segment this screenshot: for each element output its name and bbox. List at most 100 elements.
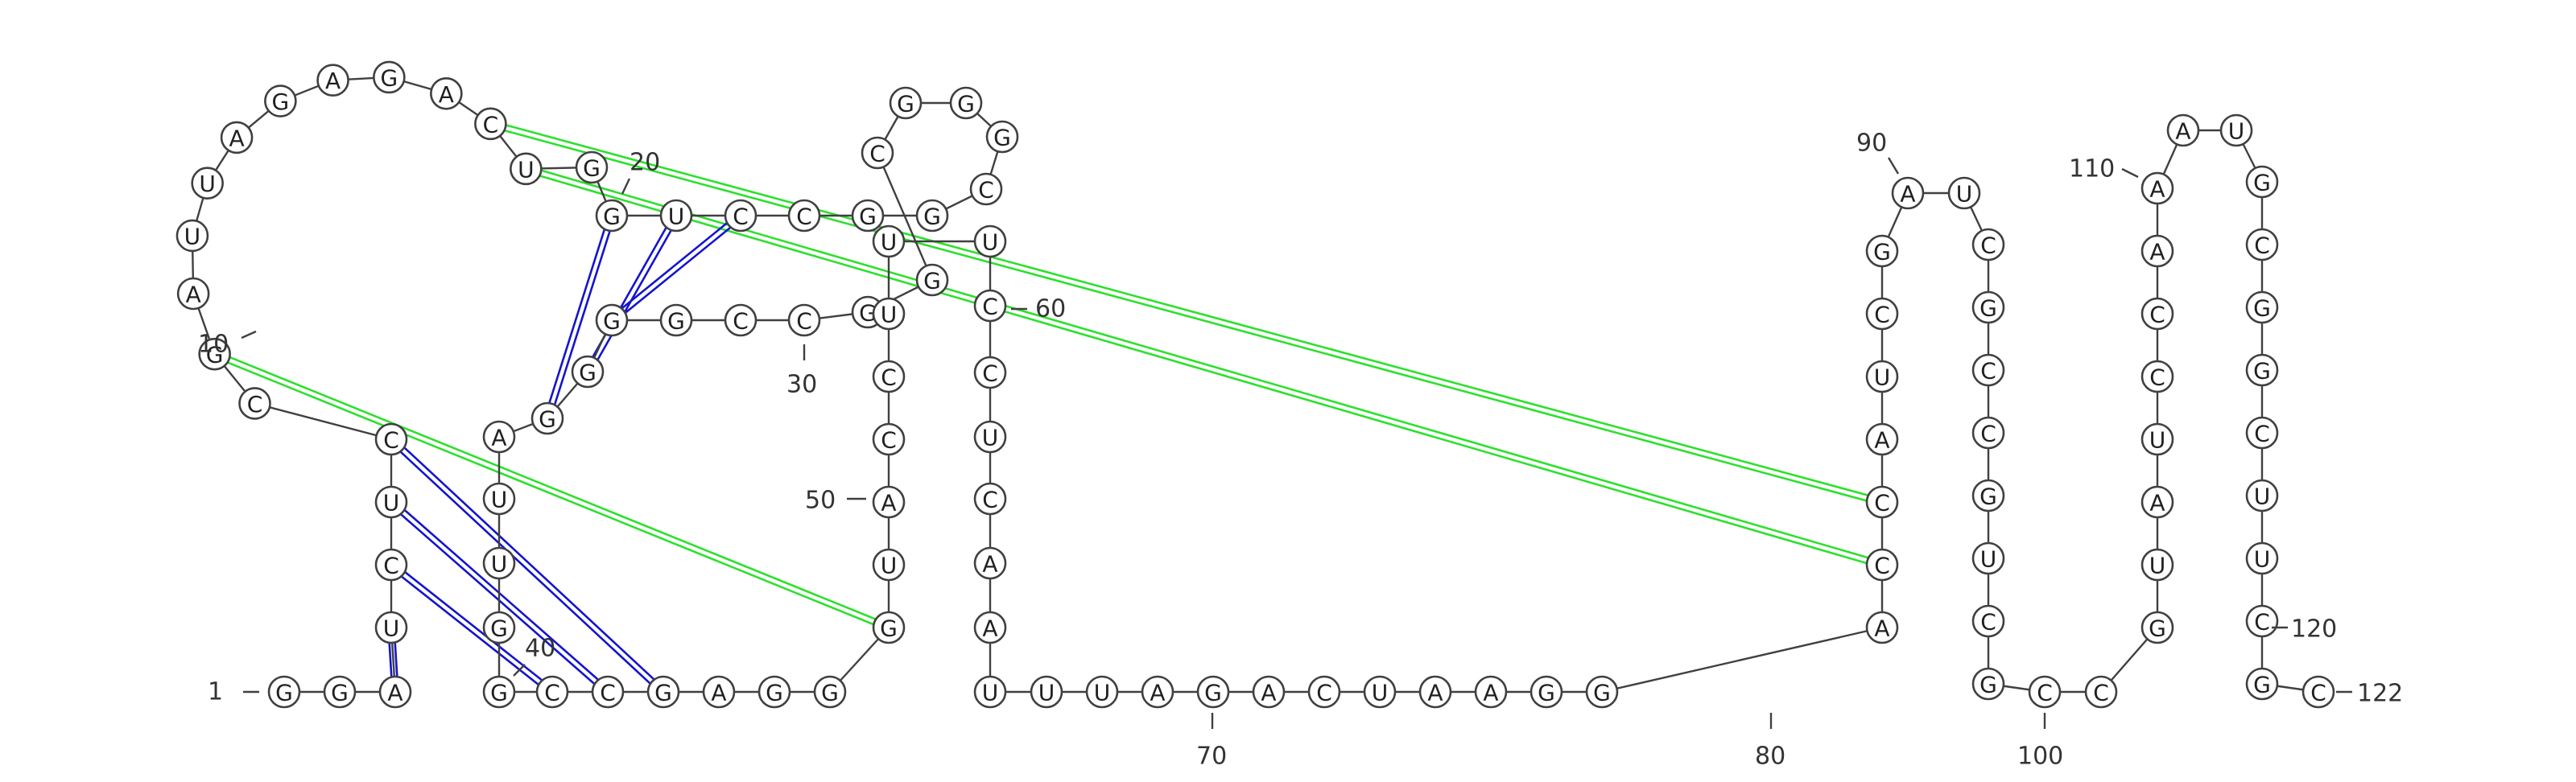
index-20: 20 (621, 149, 660, 195)
nucleotide-circle (373, 60, 406, 94)
nucleotide-circle (264, 84, 297, 117)
nucleotide-circle (2245, 228, 2279, 261)
nucleotide-circle (1030, 675, 1063, 709)
nucleotide-circle (374, 611, 408, 644)
nucleotide-letter: U (491, 551, 508, 578)
nucleotide-circle (220, 121, 254, 154)
nucleotide: C (374, 548, 408, 582)
base-pair-line (613, 216, 744, 323)
nucleotide: U (1030, 675, 1063, 709)
nucleotide-circle (374, 548, 408, 582)
nucleotide-circle (787, 303, 821, 337)
index-120-label: 120 (2291, 615, 2337, 644)
nucleotide-letter: U (1956, 181, 1973, 208)
nucleotide: G (323, 675, 357, 709)
nucleotide-circle (646, 675, 680, 709)
nucleotide-letter: G (603, 308, 621, 335)
nucleotide-circle (482, 482, 516, 516)
nucleotide-letter: G (490, 615, 508, 642)
nucleotide-letter: C (982, 360, 998, 387)
nucleotide-circle (1971, 228, 2005, 261)
index-100-label: 100 (2017, 743, 2063, 771)
nucleotide: G (571, 355, 605, 389)
nucleotide-letter: G (275, 680, 293, 706)
nucleotide: A (1474, 675, 1508, 709)
nucleotide: C (1971, 353, 2005, 387)
nucleotide-circle (659, 199, 693, 233)
nucleotide-circle (2140, 360, 2174, 393)
nucleotide: C (374, 422, 408, 456)
nucleotide: G (264, 84, 297, 117)
nucleotide: A (1252, 675, 1286, 709)
nucleotide: G (889, 86, 923, 120)
nucleotide: G (595, 303, 629, 337)
position-labels: 1 10 20 30 40 50 60 70 80 90 100 110 120… (198, 130, 2403, 771)
nucleotide-letter: G (1538, 680, 1555, 706)
nucleotide-letter: C (1874, 490, 1890, 517)
nucleotide-circle (1474, 675, 1508, 709)
nucleotide-circle (1971, 667, 2005, 701)
nucleotide: C (973, 482, 1007, 516)
nucleotide-circle (2245, 290, 2279, 324)
nucleotide: U (2245, 479, 2279, 512)
nucleotide: A (220, 121, 254, 154)
nucleotide-circle (872, 548, 906, 582)
nucleotide-letter: U (383, 490, 400, 517)
backbone-segment (1601, 626, 1883, 694)
nucleotide-letter: A (982, 615, 997, 642)
nucleotide-letter: G (206, 342, 224, 368)
nucleotide: A (1865, 611, 1899, 644)
nucleotide: G (1971, 479, 2005, 512)
nucleotide-circle (474, 107, 507, 141)
nucleotide-letter: A (1483, 680, 1498, 706)
nucleotide: G (949, 86, 983, 120)
nucleotide-circle (889, 86, 923, 120)
nucleotide: A (316, 64, 349, 97)
nucleotide-circle (2140, 548, 2174, 582)
nucleotide-letter: G (923, 268, 941, 294)
nucleotide-circle (1141, 675, 1174, 709)
index-70-label: 70 (1196, 743, 1227, 771)
nucleotide: G (1196, 675, 1230, 709)
nucleotide-letter: C (978, 177, 994, 204)
nucleotide: U (1085, 675, 1119, 709)
nucleotide-circle (872, 224, 906, 258)
nucleotide: G (595, 199, 629, 233)
nucleotide-circle (702, 675, 736, 709)
nucleotide-letter: G (654, 680, 672, 706)
nucleotide: G (915, 199, 949, 233)
pseudoknot-pairs (213, 120, 1884, 632)
nucleotide-circle (872, 297, 906, 331)
nucleotide-circle (267, 675, 301, 709)
nucleotide: C (474, 107, 507, 141)
nucleotide-circle (482, 611, 516, 644)
nucleotide-letter: G (490, 680, 508, 706)
nucleotide-letter: A (325, 68, 341, 94)
nucleotide: G (985, 120, 1019, 154)
nucleotide-letter: C (383, 427, 399, 454)
nucleotide-letter: C (483, 111, 499, 138)
nucleotide: C (724, 303, 758, 337)
nucleotide-circle (2245, 667, 2279, 701)
nucleotide-letter: G (603, 204, 621, 230)
nucleotide-circle (1865, 611, 1899, 644)
nucleotide-circle (316, 64, 349, 97)
nucleotide-letter: C (796, 204, 812, 230)
nucleotide: G (851, 199, 885, 233)
nucleotide-letter: C (600, 680, 616, 706)
nucleotide: C (969, 172, 1003, 206)
index-10: 10 (198, 331, 257, 359)
nucleotide-circle (872, 611, 906, 644)
nucleotide-circle (969, 172, 1003, 206)
nucleotide-letter: C (2093, 680, 2109, 706)
nucleotide-letter: C (2149, 364, 2165, 391)
backbone-segment (876, 152, 934, 281)
nucleotide-letter: G (272, 88, 290, 115)
nucleotide-circle (1307, 675, 1341, 709)
nucleotide-circle (1085, 675, 1119, 709)
nucleotide-circle (2301, 675, 2335, 709)
nucleotide-circle (973, 420, 1007, 454)
base-pair-line (588, 216, 680, 374)
